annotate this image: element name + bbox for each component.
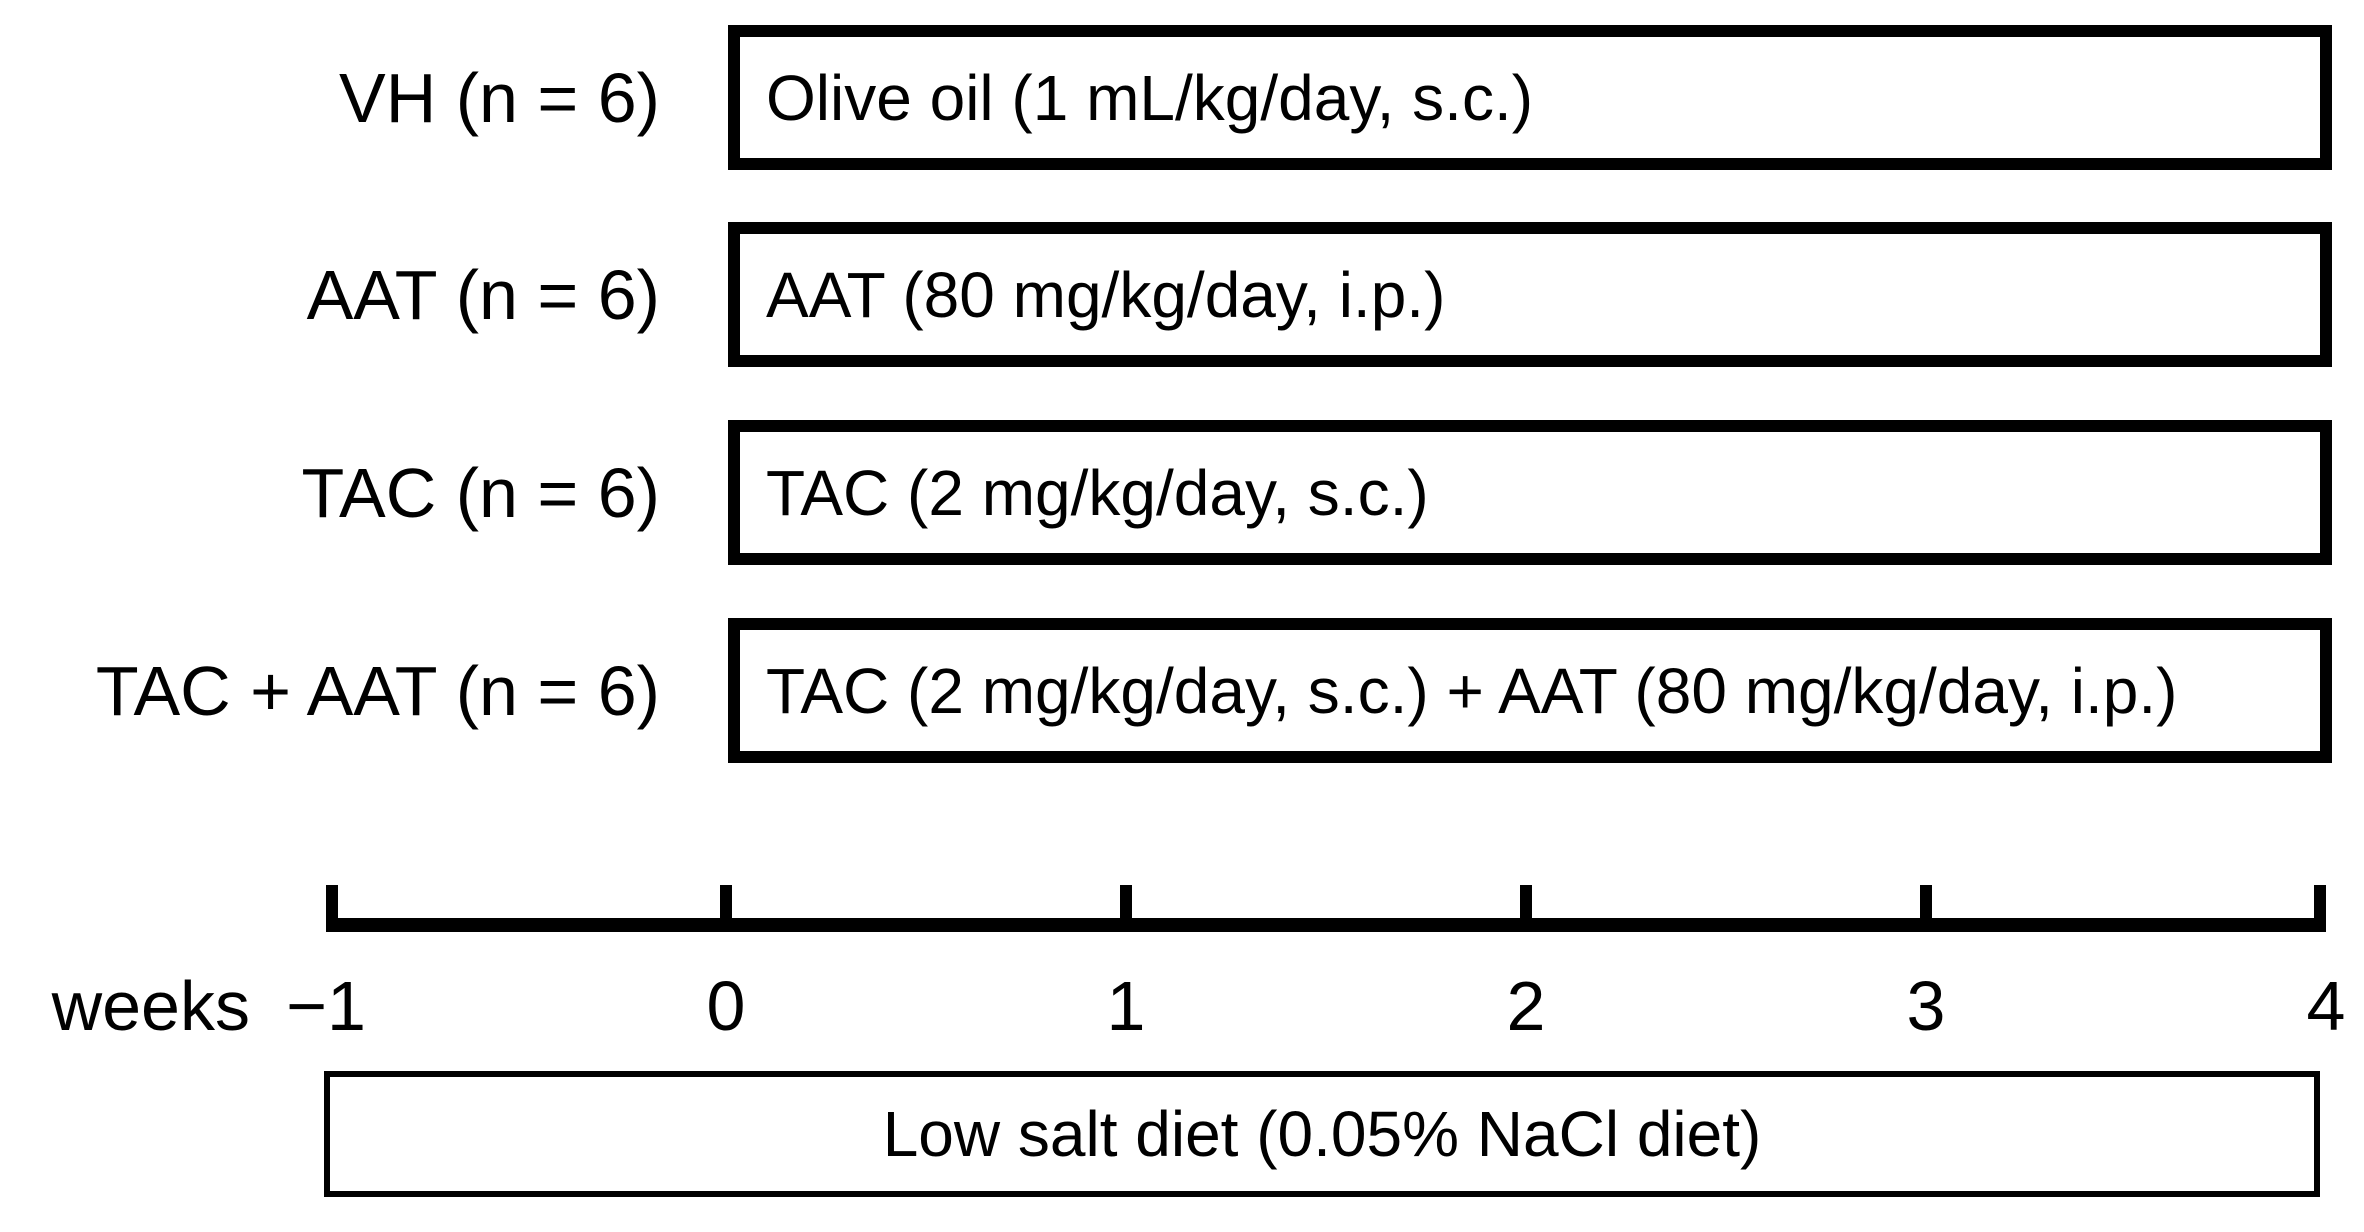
weeks-axis-title: weeks xyxy=(51,967,250,1045)
group-row-vh: VH (n = 6) Olive oil (1 mL/kg/day, s.c.) xyxy=(0,25,2364,170)
group-row-tac: TAC (n = 6) TAC (2 mg/kg/day, s.c.) xyxy=(0,420,2364,565)
week-tick-labels: −1 0 1 2 3 4 xyxy=(286,967,2345,1045)
diet-bar-label: Low salt diet (0.05% NaCl diet) xyxy=(882,1098,1762,1170)
week-label-minus1: −1 xyxy=(286,967,366,1045)
group-row-aat: AAT (n = 6) AAT (80 mg/kg/day, i.p.) xyxy=(0,222,2364,367)
timeline-tick-3 xyxy=(1920,885,1932,932)
week-label-1: 1 xyxy=(1106,967,1146,1045)
group-label-aat: AAT (n = 6) xyxy=(306,255,660,334)
week-label-4: 4 xyxy=(2306,967,2346,1045)
timeline-axis-line xyxy=(326,918,2326,932)
treatment-bar-label-aat: AAT (80 mg/kg/day, i.p.) xyxy=(766,258,1446,331)
timeline-tick-0 xyxy=(720,885,732,932)
treatment-bar-label-tac: TAC (2 mg/kg/day, s.c.) xyxy=(766,456,1429,529)
timeline-tick-4 xyxy=(2314,885,2326,932)
timeline-tick-2 xyxy=(1520,885,1532,932)
timeline-tick-minus1 xyxy=(326,885,338,932)
timeline-tick-1 xyxy=(1120,885,1132,932)
treatment-bar-tac: TAC (2 mg/kg/day, s.c.) xyxy=(728,420,2332,565)
treatment-bar-aat: AAT (80 mg/kg/day, i.p.) xyxy=(728,222,2332,367)
group-label-tac-aat: TAC + AAT (n = 6) xyxy=(95,651,660,730)
treatment-bar-label-vh: Olive oil (1 mL/kg/day, s.c.) xyxy=(766,61,1534,134)
group-row-tac-aat: TAC + AAT (n = 6) TAC (2 mg/kg/day, s.c.… xyxy=(0,618,2364,763)
timeline-axis xyxy=(326,885,2326,932)
group-label-tac: TAC (n = 6) xyxy=(301,453,660,532)
treatment-bar-label-tac-aat: TAC (2 mg/kg/day, s.c.) + AAT (80 mg/kg/… xyxy=(766,654,2178,727)
week-label-2: 2 xyxy=(1506,967,1546,1045)
treatment-bar-vh: Olive oil (1 mL/kg/day, s.c.) xyxy=(728,25,2332,170)
week-label-3: 3 xyxy=(1906,967,1946,1045)
week-label-0: 0 xyxy=(706,967,746,1045)
group-label-vh: VH (n = 6) xyxy=(339,58,660,137)
treatment-bar-tac-aat: TAC (2 mg/kg/day, s.c.) + AAT (80 mg/kg/… xyxy=(728,618,2332,763)
diet-bar: Low salt diet (0.05% NaCl diet) xyxy=(324,1071,2320,1197)
